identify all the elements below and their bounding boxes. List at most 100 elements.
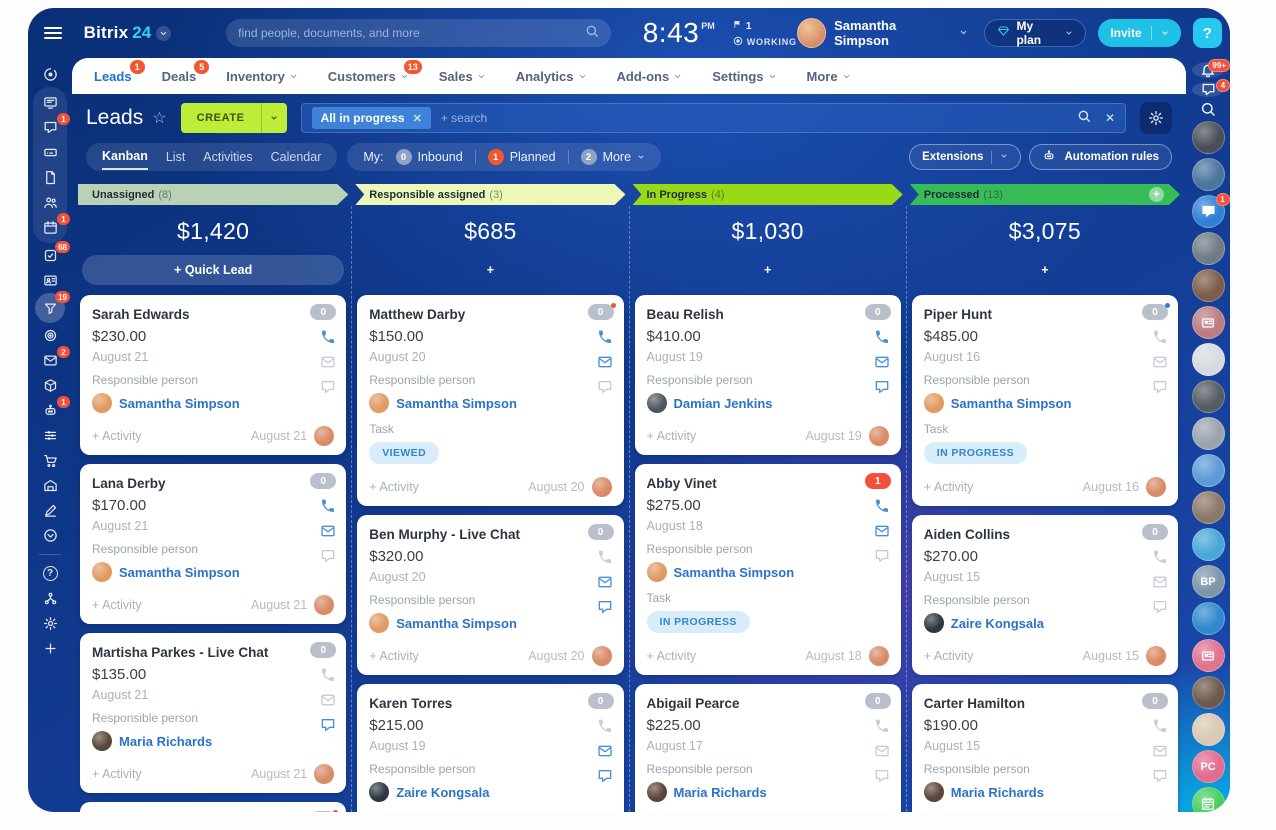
my-filter-inbound[interactable]: 0 Inbound: [395, 149, 463, 165]
settings-sliders-icon[interactable]: [35, 423, 65, 448]
gear-icon[interactable]: [35, 611, 65, 636]
add-activity-link[interactable]: + Activity: [369, 480, 419, 494]
mail-icon[interactable]: [1151, 742, 1168, 759]
extensions-button[interactable]: Extensions: [909, 144, 1022, 170]
clear-filter-icon[interactable]: ✕: [1104, 111, 1115, 125]
mail-icon[interactable]: [319, 522, 336, 539]
add-card-button[interactable]: +: [486, 263, 495, 277]
newsfeed-icon[interactable]: [35, 90, 65, 115]
notifications-bell-icon[interactable]: 99+: [1192, 59, 1230, 78]
lead-card[interactable]: Ben Murphy - Live Chat $320.00 August 20 Re…: [357, 515, 624, 675]
lead-card[interactable]: Abigail Pearce $225.00 August 17 Responsibl…: [634, 684, 901, 812]
responsible-person[interactable]: Samantha Simpson: [646, 562, 889, 582]
add-activity-link[interactable]: + Activity: [92, 429, 142, 443]
add-icon[interactable]: [35, 636, 65, 661]
avatar[interactable]: [1191, 713, 1225, 746]
avatar[interactable]: [1191, 232, 1225, 265]
pulse-icon[interactable]: [35, 62, 65, 87]
responsible-person[interactable]: Maria Richards: [646, 782, 889, 802]
tab-calendar[interactable]: Calendar: [270, 150, 322, 164]
automation-rules-button[interactable]: Automation rules: [1029, 144, 1172, 170]
my-filter-more[interactable]: 2 More: [580, 148, 645, 166]
lead-card[interactable]: Aiden Collins $270.00 August 15 Responsible…: [911, 515, 1178, 675]
lead-card[interactable]: Sarah Edwards $230.00 August 21 Responsible…: [80, 295, 347, 455]
collapse-icon[interactable]: [35, 523, 65, 548]
chat-icon[interactable]: [874, 378, 891, 395]
chat-icon[interactable]: [1151, 767, 1168, 784]
lead-card[interactable]: Piper Hunt $485.00 August 16 Responsible pe…: [911, 295, 1178, 506]
phone-icon[interactable]: [597, 548, 614, 565]
lead-card[interactable]: Karen Torres $215.00 August 19 Responsible …: [357, 684, 624, 812]
sidebar-search-icon[interactable]: [1192, 101, 1224, 117]
add-activity-link[interactable]: + Activity: [646, 429, 697, 443]
avatar[interactable]: [1191, 676, 1225, 709]
global-search-input[interactable]: find people, documents, and more: [226, 19, 611, 47]
crm-contacts-icon[interactable]: [35, 268, 65, 293]
phone-icon[interactable]: [319, 328, 336, 345]
responsible-person[interactable]: Samantha Simpson: [369, 393, 611, 413]
responsible-person[interactable]: Maria Richards: [92, 731, 334, 751]
mail-icon[interactable]: [874, 522, 891, 539]
automation-icon[interactable]: 1: [35, 396, 70, 423]
phone-icon[interactable]: [874, 328, 891, 345]
add-card-button[interactable]: +: [1041, 263, 1049, 277]
lead-card[interactable]: Lana Derby $170.00 August 21 Responsible pe…: [80, 464, 347, 624]
phone-icon[interactable]: [1151, 548, 1168, 565]
avatar[interactable]: [1191, 158, 1225, 191]
bitrix24-logo[interactable]: Bitrix 24: [84, 23, 172, 43]
phone-icon[interactable]: [1151, 717, 1168, 734]
workgroups-icon[interactable]: [35, 190, 65, 215]
avatar[interactable]: [1191, 121, 1225, 154]
nav-item-inventory[interactable]: Inventory: [226, 69, 298, 84]
card-avatar[interactable]: [1191, 639, 1225, 672]
lead-card[interactable]: Abby Vinet $275.00 August 18 Responsible pe…: [634, 464, 901, 675]
store-icon[interactable]: [35, 448, 65, 473]
mail-icon[interactable]: [319, 353, 336, 370]
user-menu[interactable]: Samantha Simpson: [796, 18, 969, 48]
avatar[interactable]: [1191, 380, 1225, 413]
chat-icon[interactable]: [319, 716, 336, 733]
mail-icon[interactable]: [874, 353, 891, 370]
tasks-icon[interactable]: 68: [35, 241, 70, 268]
marketing-icon[interactable]: [35, 323, 65, 348]
filter-chip[interactable]: All in progress ✕: [311, 107, 431, 129]
avatar[interactable]: [1191, 343, 1225, 376]
card-avatar[interactable]: [1191, 306, 1225, 339]
structure-icon[interactable]: [35, 586, 65, 611]
messenger-icon[interactable]: 1: [35, 113, 70, 140]
tab-kanban[interactable]: Kanban: [102, 144, 148, 170]
add-activity-link[interactable]: + Activity: [92, 598, 142, 612]
phone-icon[interactable]: [319, 497, 336, 514]
drive-icon[interactable]: [35, 140, 65, 165]
help-icon[interactable]: ?: [35, 561, 65, 586]
add-card-button[interactable]: +: [763, 263, 772, 277]
responsible-person[interactable]: Samantha Simpson: [92, 393, 334, 413]
nav-item-more[interactable]: More: [807, 69, 851, 84]
mail-icon[interactable]: [1151, 573, 1168, 590]
phone-icon[interactable]: [597, 328, 614, 345]
warehouse-icon[interactable]: [35, 473, 65, 498]
calendar-icon[interactable]: 1: [35, 213, 70, 240]
nav-item-sales[interactable]: Sales: [439, 69, 486, 84]
chat-icon[interactable]: [597, 378, 614, 395]
responsible-person[interactable]: Samantha Simpson: [92, 562, 334, 582]
lead-card[interactable]: Martisha Parkes - Live Chat $135.00 August…: [80, 633, 347, 793]
chat-icon[interactable]: [1151, 378, 1168, 395]
chat-icon[interactable]: [597, 598, 614, 615]
nav-item-add-ons[interactable]: Add-ons: [617, 69, 683, 84]
mail-icon[interactable]: [597, 353, 614, 370]
work-status[interactable]: 1 WORKING: [733, 19, 797, 48]
lead-card[interactable]: Beau Relish $410.00 August 19 Responsible p…: [634, 295, 901, 455]
column-header[interactable]: Responsible assigned (3): [355, 184, 625, 205]
responsible-person[interactable]: Maria Richards: [923, 782, 1166, 802]
column-header[interactable]: Processed (13) +: [910, 184, 1180, 205]
avatar[interactable]: [1191, 454, 1225, 487]
add-activity-link[interactable]: + Activity: [369, 649, 419, 663]
clock[interactable]: 8:43 PM: [643, 18, 715, 48]
mail-icon[interactable]: 2: [35, 346, 70, 373]
calendar-avatar[interactable]: [1191, 787, 1225, 812]
my-filter-planned[interactable]: 1 Planned: [487, 149, 556, 165]
view-settings-button[interactable]: [1140, 102, 1172, 134]
add-activity-link[interactable]: + Activity: [923, 480, 974, 494]
phone-icon[interactable]: [319, 666, 336, 683]
